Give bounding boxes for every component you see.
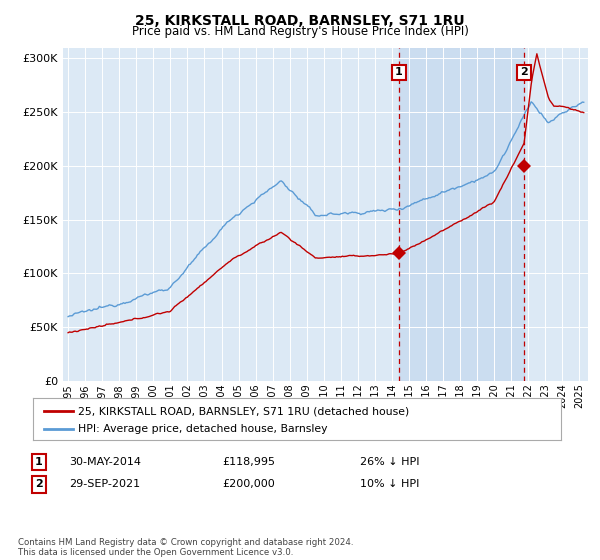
Text: HPI: Average price, detached house, Barnsley: HPI: Average price, detached house, Barn…: [78, 424, 328, 434]
Text: 26% ↓ HPI: 26% ↓ HPI: [360, 457, 419, 467]
Text: 25, KIRKSTALL ROAD, BARNSLEY, S71 1RU (detached house): 25, KIRKSTALL ROAD, BARNSLEY, S71 1RU (d…: [78, 406, 409, 416]
Text: £200,000: £200,000: [222, 479, 275, 489]
Text: 2: 2: [35, 479, 43, 489]
Text: 2: 2: [520, 67, 528, 77]
Bar: [399, 48, 524, 381]
Text: 30-MAY-2014: 30-MAY-2014: [69, 457, 141, 467]
Text: 29-SEP-2021: 29-SEP-2021: [69, 479, 140, 489]
Text: £118,995: £118,995: [222, 457, 275, 467]
Text: 10% ↓ HPI: 10% ↓ HPI: [360, 479, 419, 489]
Text: 1: 1: [35, 457, 43, 467]
Text: 1: 1: [395, 67, 403, 77]
Text: Price paid vs. HM Land Registry's House Price Index (HPI): Price paid vs. HM Land Registry's House …: [131, 25, 469, 38]
Text: Contains HM Land Registry data © Crown copyright and database right 2024.
This d: Contains HM Land Registry data © Crown c…: [18, 538, 353, 557]
Text: 25, KIRKSTALL ROAD, BARNSLEY, S71 1RU: 25, KIRKSTALL ROAD, BARNSLEY, S71 1RU: [135, 14, 465, 28]
